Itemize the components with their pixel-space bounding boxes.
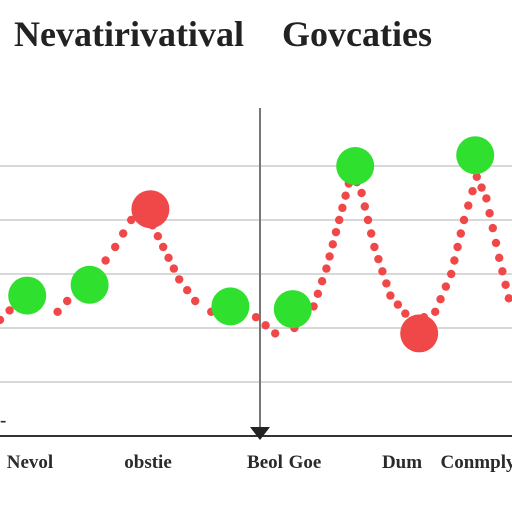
trace-dot xyxy=(341,191,350,200)
chart-title-right: Govcaties xyxy=(282,14,432,54)
trace-dot xyxy=(159,242,168,252)
trace-dot xyxy=(374,254,383,264)
axis-arrow-icon xyxy=(250,427,270,440)
trace-dot xyxy=(401,309,410,318)
trace-dot xyxy=(261,321,270,330)
chart-title-left: Nevatirivatival xyxy=(14,14,244,54)
data-marker xyxy=(211,287,250,326)
trace-dot xyxy=(472,172,481,181)
trace-dot xyxy=(5,306,14,315)
trace-dot xyxy=(441,282,451,291)
trace-dot xyxy=(468,187,477,196)
trace-dot xyxy=(456,229,465,238)
trace-dot xyxy=(251,313,261,322)
trace-dot xyxy=(453,242,462,252)
trace-dot xyxy=(271,329,280,338)
trace-dot xyxy=(447,269,456,279)
trace-dot xyxy=(393,300,403,309)
trace-dot xyxy=(328,240,337,249)
trace-dot xyxy=(335,215,344,225)
trace-dot xyxy=(164,253,173,262)
trace-dot xyxy=(111,242,120,252)
data-marker xyxy=(70,265,109,304)
x-tick-label: Dum xyxy=(382,452,422,473)
x-tick-labels: Nevol obstie Beol Goe Dum Conmply xyxy=(7,452,512,473)
x-tick-label: Nevol xyxy=(7,452,53,473)
x-tick-label: obstie xyxy=(124,452,172,473)
trace-dot xyxy=(386,291,395,300)
y-corner-label: - xyxy=(0,410,6,431)
trace-dot xyxy=(101,256,110,265)
trace-dot xyxy=(436,295,445,304)
trace-dot xyxy=(370,242,379,252)
trace-dot xyxy=(175,275,184,284)
trace-dot xyxy=(431,307,440,316)
trace-dot xyxy=(53,307,62,316)
trace-dot xyxy=(62,296,72,306)
trace-dot xyxy=(498,267,507,276)
trace-dot xyxy=(313,289,323,298)
trace-dot xyxy=(357,188,366,198)
trace-dot xyxy=(382,279,391,288)
trace-dot xyxy=(322,264,331,273)
trace-dot xyxy=(450,256,459,265)
trace-dot xyxy=(0,315,5,325)
trace-dot xyxy=(501,280,510,289)
trace-dot xyxy=(464,201,473,210)
trace-dot xyxy=(127,215,136,225)
data-marker xyxy=(456,136,495,175)
data-marker xyxy=(336,147,375,185)
x-tick-label: Beol xyxy=(247,452,283,473)
trace-dot xyxy=(477,183,486,192)
trace-dot xyxy=(488,223,497,233)
trace-dot xyxy=(360,202,369,211)
trace-dot xyxy=(495,253,504,262)
trace-dot xyxy=(119,229,128,238)
trace-dot xyxy=(183,286,192,295)
data-marker xyxy=(273,290,312,329)
trace-dot xyxy=(367,229,376,238)
trace-dot xyxy=(191,296,200,306)
data-marker xyxy=(131,190,170,229)
dotted-trace xyxy=(0,167,512,338)
data-markers xyxy=(8,136,495,353)
trace-dot xyxy=(317,277,327,286)
trace-dot xyxy=(378,267,387,276)
data-marker xyxy=(400,314,439,353)
trace-dot xyxy=(338,203,347,213)
trace-dot xyxy=(459,215,469,225)
trace-dot xyxy=(153,232,163,241)
trace-dot xyxy=(325,252,334,261)
x-tick-label: Goe xyxy=(289,452,322,473)
trace-dot xyxy=(485,209,494,218)
x-tick-label: Conmply xyxy=(441,452,512,473)
trace-dot xyxy=(363,215,373,225)
trace-dot xyxy=(331,227,341,237)
data-marker xyxy=(8,276,47,315)
trace-dot xyxy=(504,294,512,303)
trace-dot xyxy=(482,194,491,203)
trace-dot xyxy=(491,238,501,248)
trace-dot xyxy=(169,264,179,273)
